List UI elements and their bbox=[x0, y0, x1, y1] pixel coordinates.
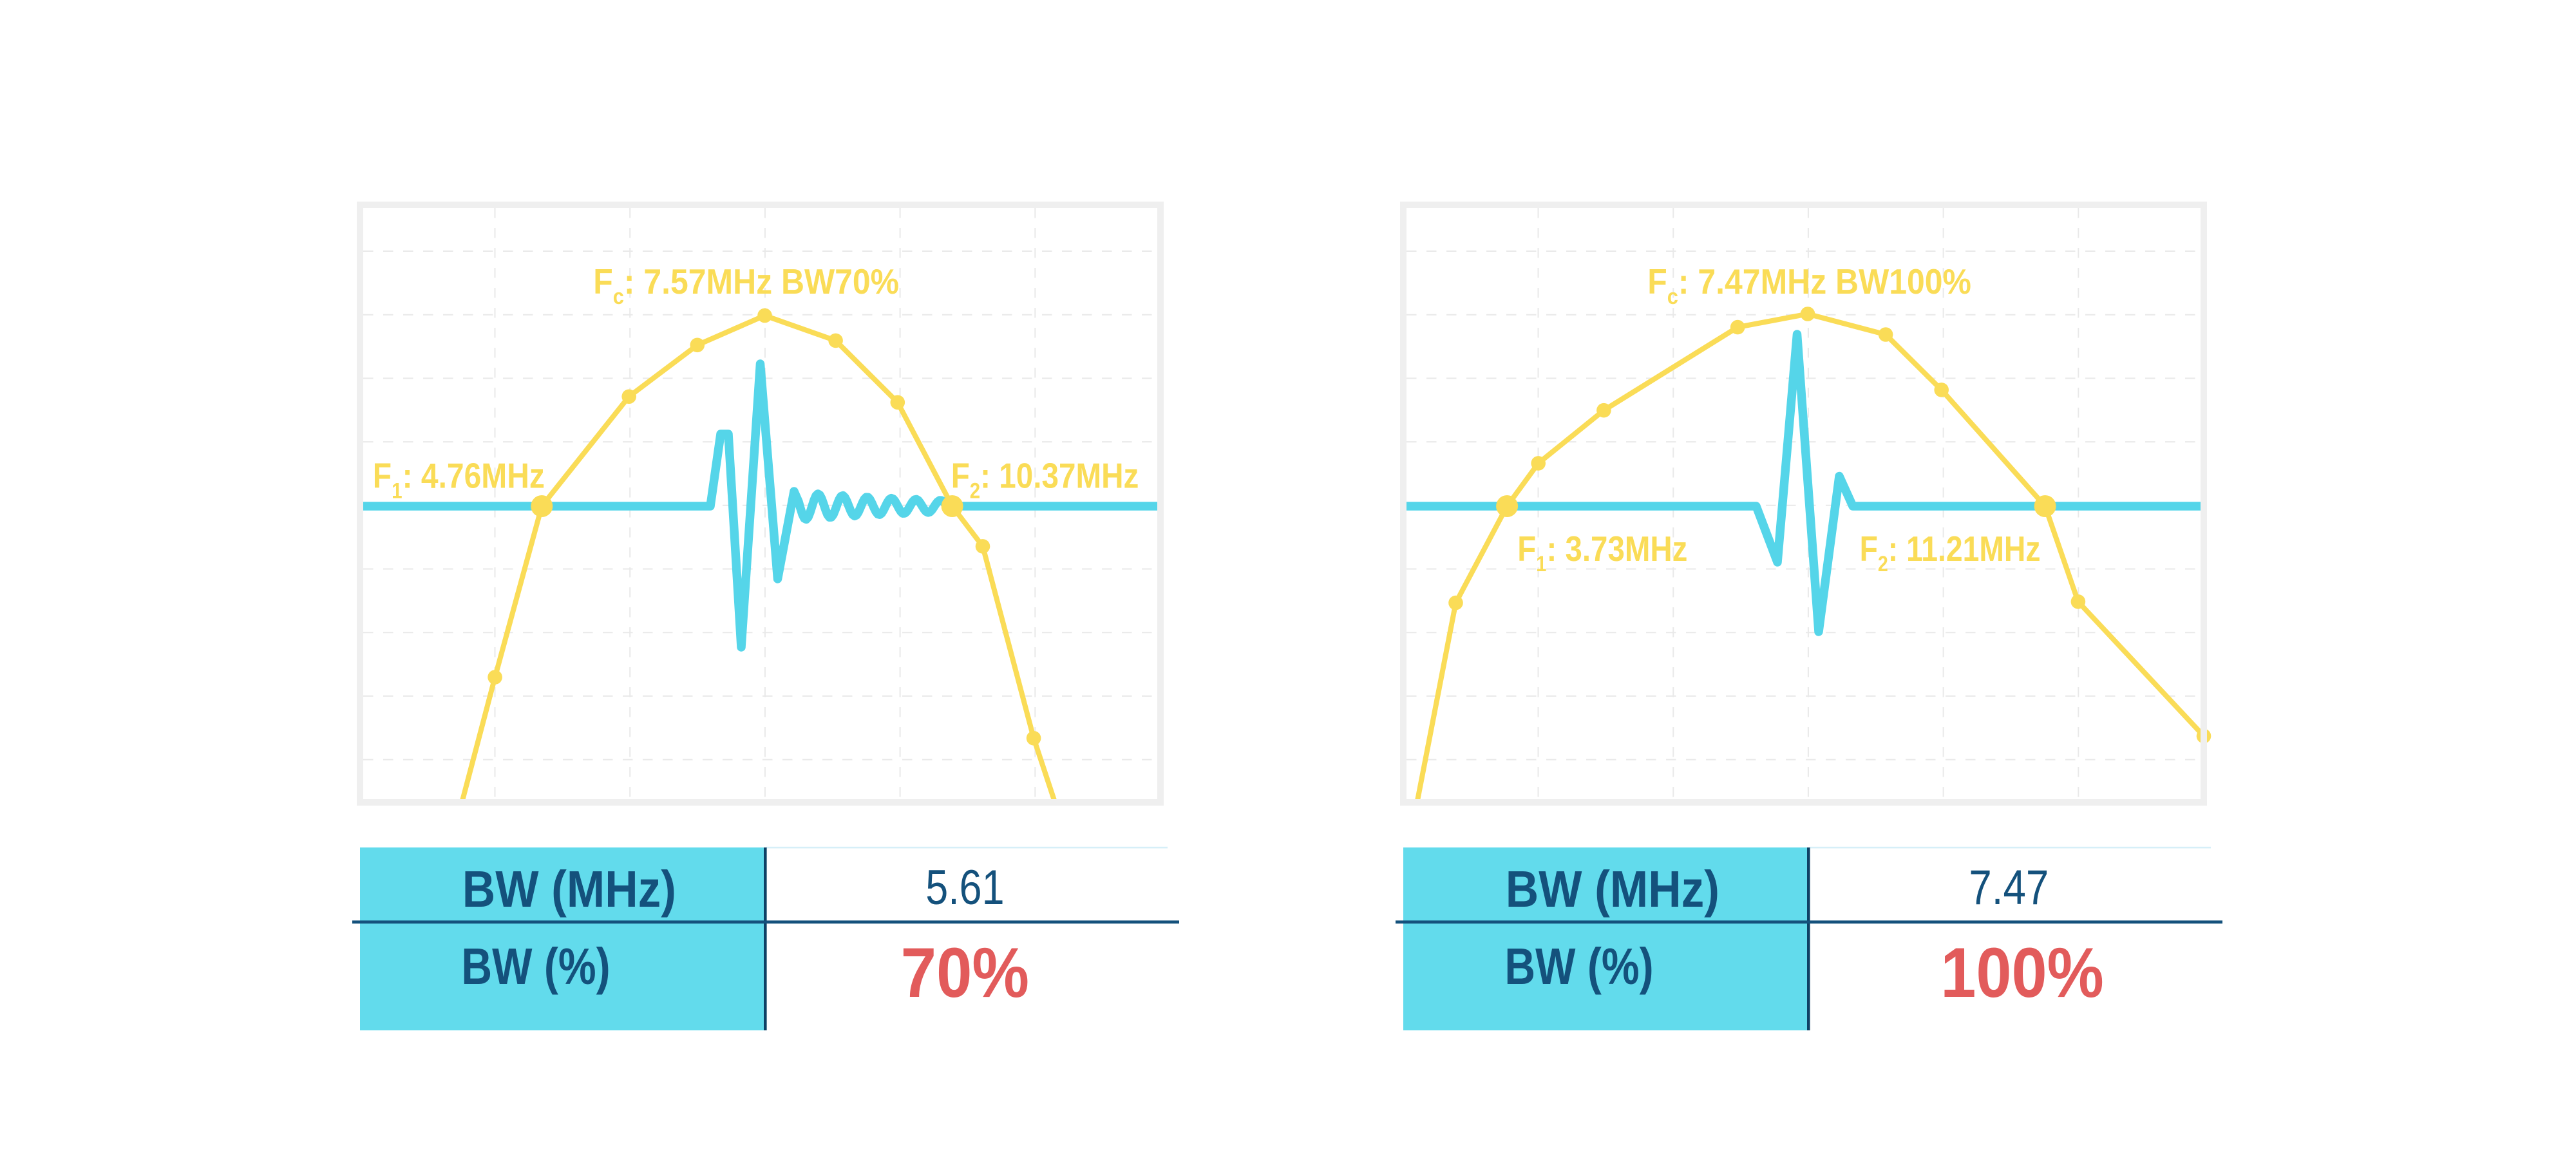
svg-text:Fc: 7.47MHz BW100%: Fc: 7.47MHz BW100% bbox=[1647, 262, 1971, 309]
svg-text:70%: 70% bbox=[901, 933, 1029, 1012]
svg-text:7.47: 7.47 bbox=[1969, 860, 2049, 915]
svg-text:BW (%): BW (%) bbox=[461, 938, 610, 995]
svg-text:Fc: 7.57MHz BW70%: Fc: 7.57MHz BW70% bbox=[593, 262, 899, 309]
svg-text:F2: 11.21MHz: F2: 11.21MHz bbox=[1860, 529, 2041, 576]
svg-text:BW (%): BW (%) bbox=[1504, 938, 1653, 995]
svg-text:BW (MHz): BW (MHz) bbox=[462, 860, 676, 918]
svg-text:F2: 10.37MHz: F2: 10.37MHz bbox=[951, 455, 1139, 503]
svg-text:100%: 100% bbox=[1940, 933, 2104, 1012]
svg-text:BW (MHz): BW (MHz) bbox=[1506, 860, 1719, 918]
svg-text:5.61: 5.61 bbox=[925, 860, 1004, 914]
